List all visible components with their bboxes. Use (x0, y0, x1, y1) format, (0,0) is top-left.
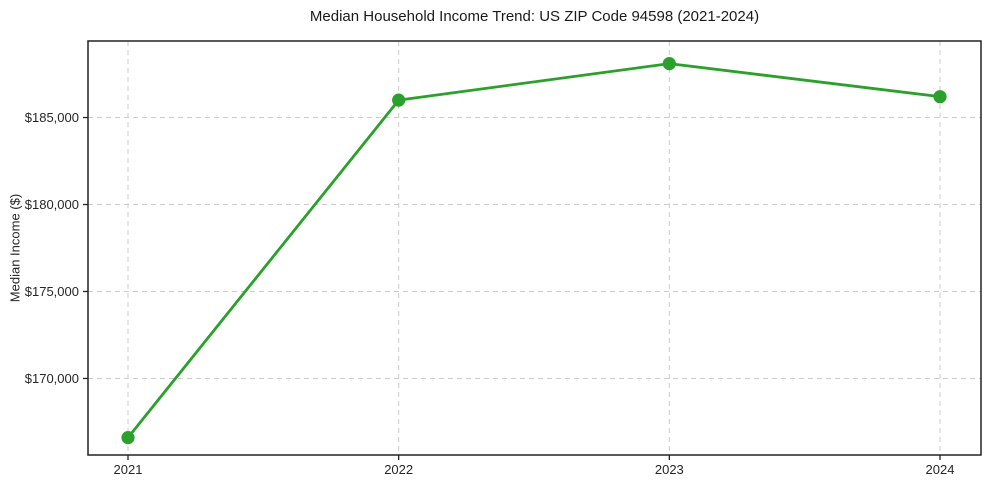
data-point (933, 90, 947, 104)
x-tick-label: 2021 (114, 462, 143, 477)
chart-title: Median Household Income Trend: US ZIP Co… (309, 8, 760, 25)
plot-border (87, 40, 982, 456)
y-tick-label: $185,000 (25, 110, 79, 125)
y-tick-label: $180,000 (25, 197, 79, 212)
y-tick-label: $170,000 (25, 371, 79, 386)
trend-line (126, 62, 942, 440)
y-tick-label: $175,000 (25, 284, 79, 299)
data-point (662, 57, 676, 71)
data-point (392, 93, 406, 107)
x-tick-label: 2024 (926, 462, 955, 477)
x-tick-label: 2023 (655, 462, 684, 477)
x-tick-label: 2022 (384, 462, 413, 477)
data-point (121, 431, 135, 445)
